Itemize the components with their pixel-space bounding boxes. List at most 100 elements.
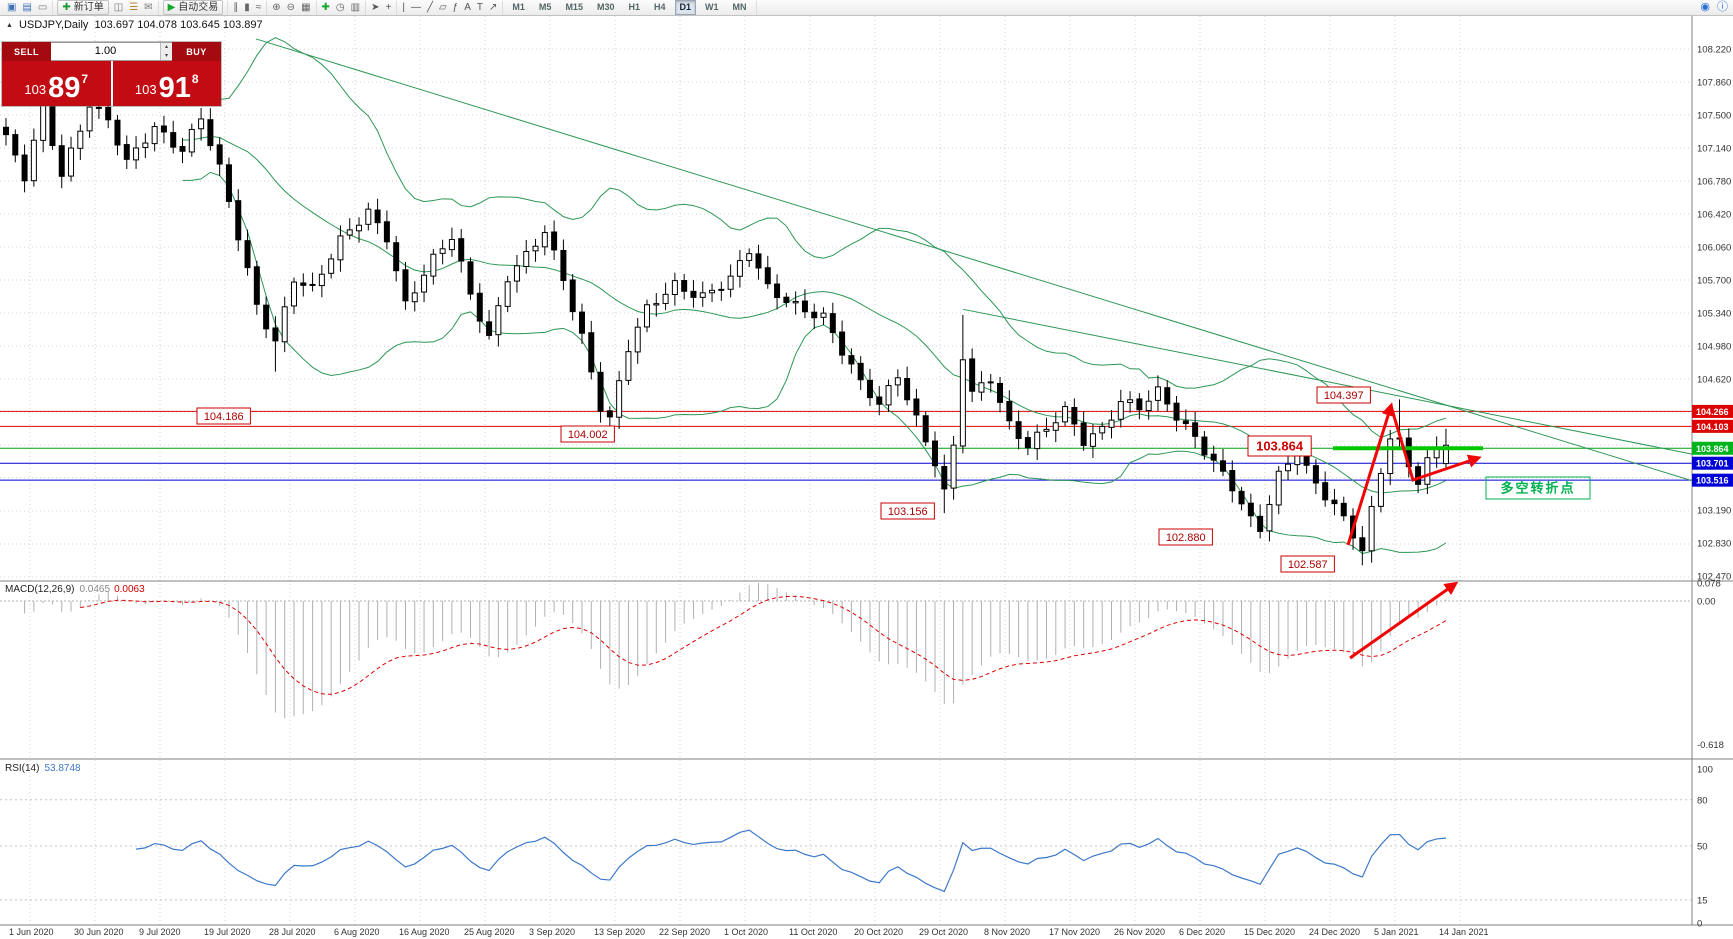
market-watch-icon: ☰ <box>129 2 139 13</box>
zoom-out-icon[interactable]: ⊖ <box>286 1 296 14</box>
new-chart-icon[interactable]: ◫ <box>113 1 124 14</box>
market-watch-icon[interactable]: ☰ <box>128 1 139 14</box>
svg-text:6 Dec 2020: 6 Dec 2020 <box>1179 927 1225 937</box>
templates-icon: ▥ <box>350 2 361 13</box>
vertical-line-icon[interactable]: | <box>401 1 406 14</box>
macd-name: MACD(12,26,9) <box>5 584 75 595</box>
rsi-name: RSI(14) <box>5 763 40 774</box>
annotation: 多空转折点 <box>1485 476 1591 500</box>
buy-price-button[interactable]: 103 91 8 <box>112 61 221 106</box>
sell-button[interactable]: SELL <box>2 42 51 61</box>
buy-button[interactable]: BUY <box>172 42 221 61</box>
svg-text:11 Oct 2020: 11 Oct 2020 <box>789 927 837 937</box>
templates-icon[interactable]: ▥ <box>350 1 361 14</box>
ohlc-values: 103.697 104.078 103.645 103.897 <box>94 19 263 31</box>
crosshair-icon[interactable]: + <box>384 1 392 14</box>
print-icon[interactable]: ▭ <box>37 1 48 14</box>
print-icon: ▭ <box>37 2 48 13</box>
volume-value[interactable]: 1.00 <box>94 45 117 57</box>
text-icon[interactable]: A <box>463 1 472 14</box>
fibonacci-icon[interactable]: ƒ <box>452 1 460 14</box>
svg-text:103.701: 103.701 <box>1696 459 1729 469</box>
zoom-in-icon[interactable]: ⊕ <box>271 1 281 14</box>
svg-text:19 Jul 2020: 19 Jul 2020 <box>204 927 251 937</box>
channel-icon: ▱ <box>438 2 447 13</box>
svg-text:9 Jul 2020: 9 Jul 2020 <box>139 927 181 937</box>
svg-text:80: 80 <box>1697 795 1708 806</box>
new-order-button[interactable]: ✚ 新订单 <box>57 0 109 15</box>
svg-text:0.00: 0.00 <box>1697 597 1716 608</box>
timeframe-m1[interactable]: M1 <box>512 2 525 12</box>
volume-stepper: ▴ ▾ <box>160 43 172 60</box>
info-icon[interactable]: ⓘ <box>1717 1 1728 13</box>
timeframe-m5[interactable]: M5 <box>538 2 552 12</box>
channel-icon[interactable]: ▱ <box>438 1 448 14</box>
volume-field[interactable]: 1.00 ▴ ▾ <box>51 42 172 61</box>
rsi-value: 53.8748 <box>44 763 81 774</box>
cursor-icon[interactable]: ➤ <box>370 1 380 14</box>
svg-text:107.860: 107.860 <box>1697 77 1731 88</box>
svg-text:1 Jun 2020: 1 Jun 2020 <box>9 927 54 937</box>
svg-text:-0.618: -0.618 <box>1697 740 1724 751</box>
candlestick-series <box>3 95 1449 566</box>
timeframe-w1[interactable]: W1 <box>705 2 719 12</box>
sell-price-button[interactable]: 103 89 7 <box>2 61 111 106</box>
chart-canvas[interactable]: 108.220 107.860 107.500 107.140 106.780 106.4… <box>0 16 1733 939</box>
trendlines <box>255 38 1693 482</box>
charts-window-icon[interactable]: ▣ <box>6 1 17 14</box>
autotrading-button[interactable]: ▶ 自动交易 <box>162 0 224 15</box>
chart-region[interactable]: 108.220 107.860 107.500 107.140 106.780 106.4… <box>0 16 1733 939</box>
timeframe-m15[interactable]: M15 <box>565 2 583 12</box>
periods-icon[interactable]: ◷ <box>335 1 346 14</box>
macd-indicator-label: MACD(12,26,9) 0.0465 0.0063 <box>5 584 145 595</box>
buy-price-pip: 8 <box>191 72 199 86</box>
periods-icon: ◷ <box>335 2 345 13</box>
svg-text:102.470: 102.470 <box>1697 572 1731 583</box>
svg-text:103.156: 103.156 <box>888 506 928 518</box>
svg-text:15 Dec 2020: 15 Dec 2020 <box>1244 927 1295 937</box>
zoom-in-icon: ⊕ <box>272 2 281 13</box>
svg-text:103.516: 103.516 <box>1696 476 1729 486</box>
candlestick-icon[interactable]: ▮ <box>243 1 251 14</box>
trendline-icon: ╱ <box>426 2 433 13</box>
svg-text:104.103: 104.103 <box>1696 422 1729 432</box>
trendline-icon[interactable]: ╱ <box>426 1 434 14</box>
line-chart-icon[interactable]: ≈ <box>255 1 263 14</box>
volume-up-icon[interactable]: ▴ <box>161 43 172 52</box>
arrow-tool-icon[interactable]: ↗ <box>488 1 498 14</box>
timeframe-h4[interactable]: H4 <box>653 2 666 12</box>
price-label-boxes: 104.186 104.002 103.156 102.880 102.587 104.3… <box>196 386 1371 573</box>
timeframe-h1[interactable]: H1 <box>628 2 640 12</box>
tile-windows-icon[interactable]: ▦ <box>300 1 311 14</box>
profiles-icon[interactable]: ▤ <box>21 1 32 14</box>
svg-text:102.587: 102.587 <box>1288 559 1328 571</box>
one-click-trading-panel: SELL 1.00 ▴ ▾ BUY 103 89 7 103 <box>2 42 221 106</box>
svg-text:26 Nov 2020: 26 Nov 2020 <box>1114 927 1165 937</box>
collapse-subwindow-icon[interactable]: ▲ <box>6 21 13 29</box>
price-tag <box>1692 441 1733 455</box>
toolbar-group: ✚ ◷ ▥ <box>317 0 367 15</box>
text-label-icon[interactable]: T <box>476 1 484 14</box>
svg-text:104.980: 104.980 <box>1697 341 1731 352</box>
sell-price-big: 89 <box>48 72 81 104</box>
timeframe-mn[interactable]: MN <box>732 2 747 12</box>
bar-chart-icon[interactable]: ∥ <box>232 1 239 14</box>
autotrading-icon: ▶ <box>167 2 176 13</box>
new-order-button-label: 新订单 <box>73 2 104 13</box>
svg-text:20 Oct 2020: 20 Oct 2020 <box>854 927 903 937</box>
macd-main-value: 0.0465 <box>79 584 111 595</box>
mailbox-icon[interactable]: ✉ <box>143 1 153 14</box>
community-icon[interactable]: ◉ <box>1700 1 1710 13</box>
timeframe-d1[interactable]: D1 <box>674 0 697 15</box>
x-axis: 1 Jun 2020 30 Jun 2020 9 Jul 2020 19 Jul 20… <box>9 927 1489 937</box>
volume-down-icon[interactable]: ▾ <box>161 51 172 60</box>
price-tag <box>1692 456 1733 470</box>
svg-text:30 Jun 2020: 30 Jun 2020 <box>74 927 124 937</box>
horizontal-line-icon[interactable]: ― <box>410 1 422 14</box>
indicators-icon[interactable]: ✚ <box>321 1 331 14</box>
chart-title: ▲ USDJPY,Daily 103.697 104.078 103.645 1… <box>6 19 263 31</box>
svg-text:102.830: 102.830 <box>1697 539 1731 550</box>
svg-text:107.140: 107.140 <box>1697 143 1731 154</box>
timeframe-m30[interactable]: M30 <box>596 2 615 12</box>
svg-text:105.340: 105.340 <box>1697 308 1731 319</box>
